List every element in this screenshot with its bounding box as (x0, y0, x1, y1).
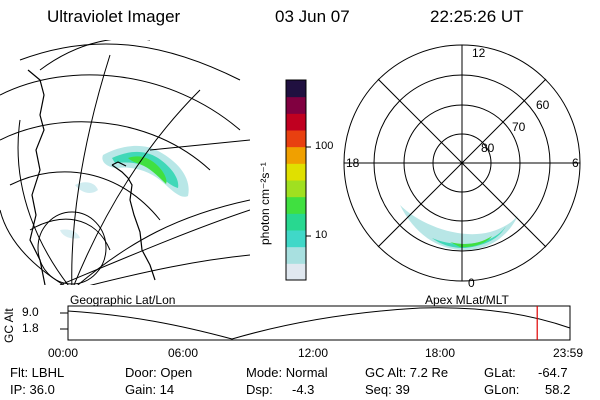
date-label: 03 Jun 07 (275, 7, 350, 26)
glon-label: GLon: (484, 382, 520, 397)
colorbar-segment (286, 213, 306, 231)
colorbar-segment (286, 113, 306, 131)
glat-value: -64.7 (538, 365, 568, 380)
lat-label-80: 80 (481, 141, 495, 155)
gain-label: Gain: 14 (125, 382, 175, 397)
ip-label: IP: 36.0 (10, 382, 55, 397)
colorbar-segment (286, 246, 306, 264)
auroral-emission-polar (400, 205, 518, 251)
timeline-ytick-1-8: 1.8 (22, 321, 39, 335)
time-label: 22:25:26 UT (430, 7, 524, 26)
glat-label: GLat: (484, 365, 516, 380)
colorbar-tick-100: 100 (315, 140, 334, 152)
mlt-label-0: 0 (468, 276, 475, 290)
auroral-emission-geo (60, 145, 189, 239)
timeline-left-title: Geographic Lat/Lon (70, 293, 176, 307)
timeline-axis-label: GC Alt (2, 308, 16, 343)
colorbar-segment (286, 80, 306, 98)
glon-value: 58.2 (545, 382, 571, 397)
timeline-ytick-9: 9.0 (22, 305, 39, 319)
colorbar-border (285, 79, 307, 281)
colorbar-segment (286, 196, 306, 214)
filter-label: Flt: LBHL (10, 365, 65, 380)
geo-grid (0, 40, 250, 285)
colorbar-tick-10: 10 (315, 229, 328, 241)
mode-label: Mode: Normal (246, 365, 328, 380)
door-label: Door: Open (125, 365, 193, 380)
seq-label: Seq: 39 (365, 382, 410, 397)
geographic-map (0, 40, 250, 285)
mlt-label-12: 12 (472, 46, 486, 60)
dsp-label: Dsp: (246, 382, 273, 397)
colorbar-segment (286, 163, 306, 181)
colorbar-segment (286, 180, 306, 198)
gc-alt-label: GC Alt: 7.2 Re (365, 365, 449, 380)
colorbar-segment (286, 263, 306, 281)
timeline-panel (60, 305, 571, 341)
polar-grid (343, 44, 581, 282)
timeline-xtick-1200: 12:00 (298, 346, 329, 360)
colorbar-segment (286, 230, 306, 248)
timeline-xtick-1800: 18:00 (425, 346, 456, 360)
colorbar-segment (286, 146, 306, 164)
mlt-label-18: 18 (346, 156, 360, 170)
instrument-title: Ultraviolet Imager (47, 7, 181, 26)
timeline-xtick-0000: 00:00 (48, 346, 79, 360)
timeline-xtick-0600: 06:00 (168, 346, 199, 360)
polar-plot (343, 44, 581, 282)
lat-label-70: 70 (512, 120, 526, 134)
coastline (27, 69, 156, 285)
timeline-right-title: Apex MLat/MLT (425, 293, 509, 307)
timeline-xtick-2359: 23:59 (553, 346, 584, 360)
lat-label-60: 60 (536, 98, 550, 112)
colorbar (285, 79, 311, 281)
colorbar-segment (286, 130, 306, 148)
dsp-value: -4.3 (292, 382, 315, 397)
colorbar-unit-label: photon cm⁻²s⁻¹ (258, 162, 272, 245)
mlt-label-6: 6 (572, 156, 579, 170)
colorbar-segment (286, 96, 306, 114)
